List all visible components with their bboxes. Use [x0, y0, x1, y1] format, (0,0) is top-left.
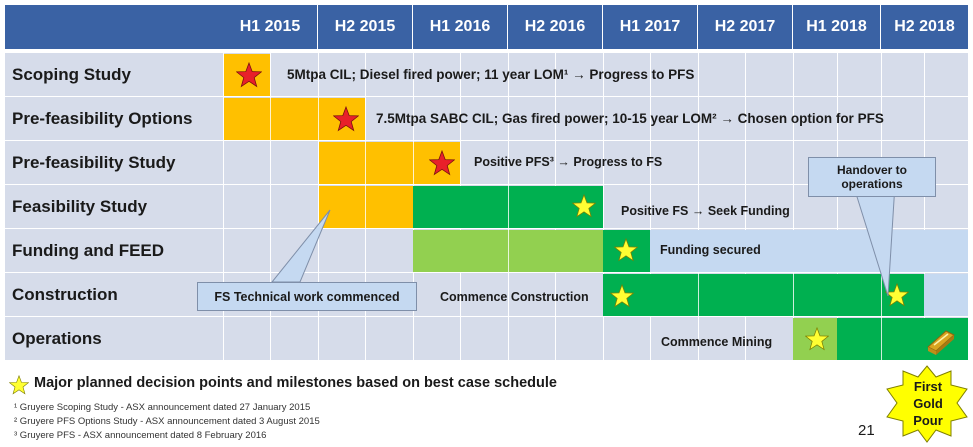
- first-gold-line-1: First: [913, 379, 943, 394]
- bar-divider: [365, 186, 366, 228]
- bar-divider: [318, 98, 319, 140]
- milestone-funding: Funding secured: [660, 243, 761, 257]
- header-corner: [5, 5, 223, 49]
- yellow-star-icon: [572, 194, 596, 218]
- header-h1-2015: H1 2015: [223, 5, 318, 49]
- grid-line: [837, 53, 838, 361]
- red-star-icon: [236, 62, 262, 88]
- bar-divider: [698, 274, 699, 316]
- bar-divider: [508, 230, 509, 272]
- milestone-pfs: Positive PFS³ → Progress to FS: [474, 155, 663, 169]
- header-h1-2017: H1 2017: [603, 5, 698, 49]
- legend-text: Major planned decision points and milest…: [34, 375, 557, 391]
- header-h1-2016: H1 2016: [413, 5, 508, 49]
- footnote-1: ¹ Gruyere Scoping Study - ASX announceme…: [14, 402, 311, 413]
- grid-line: [318, 53, 319, 361]
- grid-line: [793, 53, 794, 361]
- first-gold-burst-icon: [886, 365, 968, 443]
- legend-yellow-star-icon: [9, 375, 29, 395]
- bar-funding-light: [413, 230, 603, 272]
- grid-line: [924, 53, 925, 361]
- row-scoping-study: [5, 53, 968, 97]
- yellow-star-icon: [614, 238, 638, 262]
- grid-line: [650, 53, 651, 361]
- gold-bar-icon: [927, 330, 955, 355]
- milestone-scoping: 5Mtpa CIL; Diesel fired power; 11 year L…: [287, 67, 695, 82]
- bar-funding-blue: [650, 230, 968, 272]
- callout-fs-technical: FS Technical work commenced: [197, 282, 417, 311]
- footnote-2: ² Gruyere PFS Options Study - ASX announ…: [14, 416, 320, 427]
- yellow-star-icon: [805, 327, 829, 351]
- bar-divider: [413, 142, 414, 184]
- page-number: 21: [858, 422, 875, 439]
- milestone-pfs-options: 7.5Mtpa SABC CIL; Gas fired power; 10-15…: [376, 111, 884, 126]
- grid-line: [223, 53, 224, 361]
- header-h2-2018: H2 2018: [881, 5, 968, 49]
- grid-line: [698, 53, 699, 361]
- milestone-fs: Positive FS → Seek Funding: [621, 204, 790, 218]
- label-feasibility: Feasibility Study: [12, 197, 148, 216]
- header-h2-2016: H2 2016: [508, 5, 603, 49]
- label-operations: Operations: [12, 329, 102, 348]
- bar-divider: [881, 318, 882, 360]
- label-construction: Construction: [12, 285, 118, 304]
- first-gold-line-3: Pour: [913, 413, 943, 428]
- bar-divider: [270, 98, 271, 140]
- yellow-star-icon: [610, 284, 634, 308]
- bar-construction: [603, 274, 924, 316]
- red-star-icon: [333, 106, 359, 132]
- grid-line: [745, 53, 746, 361]
- bar-divider: [365, 142, 366, 184]
- bar-construction-blue: [924, 274, 968, 316]
- bar-fs-orange: [319, 186, 413, 228]
- yellow-star-icon: [885, 283, 909, 307]
- label-scoping-study: Scoping Study: [12, 65, 131, 84]
- label-pfs: Pre-feasibility Study: [12, 153, 176, 172]
- row-pfs: [5, 141, 968, 185]
- footnote-3: ³ Gruyere PFS - ASX announcement dated 8…: [14, 430, 267, 441]
- label-funding: Funding and FEED: [12, 241, 165, 260]
- milestone-operations: Commence Mining: [661, 335, 773, 349]
- grid-line: [603, 53, 604, 361]
- header-h2-2017: H2 2017: [698, 5, 793, 49]
- milestone-construction: Commence Construction: [440, 290, 589, 304]
- bar-fs-green: [413, 186, 603, 228]
- bar-divider: [881, 274, 882, 316]
- header-h1-2018: H1 2018: [793, 5, 881, 49]
- row-pfs-options: [5, 97, 968, 141]
- callout-handover: Handover to operations: [808, 157, 936, 197]
- bar-divider: [508, 186, 509, 228]
- red-star-icon: [429, 150, 455, 176]
- label-pfs-options: Pre-feasibility Options: [12, 109, 193, 128]
- grid-line: [270, 53, 271, 361]
- first-gold-pour-label: First Gold Pour: [893, 378, 963, 429]
- first-gold-line-2: Gold: [913, 396, 943, 411]
- bar-divider: [793, 274, 794, 316]
- header-h2-2015: H2 2015: [318, 5, 413, 49]
